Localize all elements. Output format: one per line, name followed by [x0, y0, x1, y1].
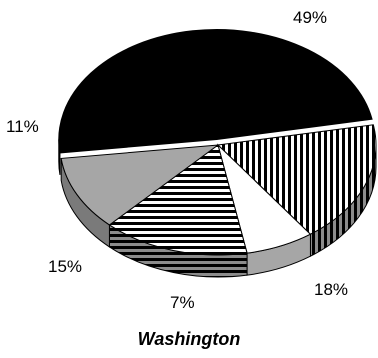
slice-label-15: 15% [48, 257, 83, 276]
slice-18 [216, 124, 377, 235]
pie-tops [58, 28, 377, 256]
slice-label-11: 11% [6, 117, 39, 136]
slice-49 [58, 28, 373, 154]
pie-sides [58, 139, 377, 278]
slice-11 [60, 144, 220, 226]
slice-15 [108, 144, 248, 256]
slice-label-18: 18% [314, 280, 349, 299]
chart-title: Washington [137, 329, 241, 349]
slice-label-49: 49% [293, 8, 328, 27]
slice-label-7: 7% [170, 293, 195, 312]
